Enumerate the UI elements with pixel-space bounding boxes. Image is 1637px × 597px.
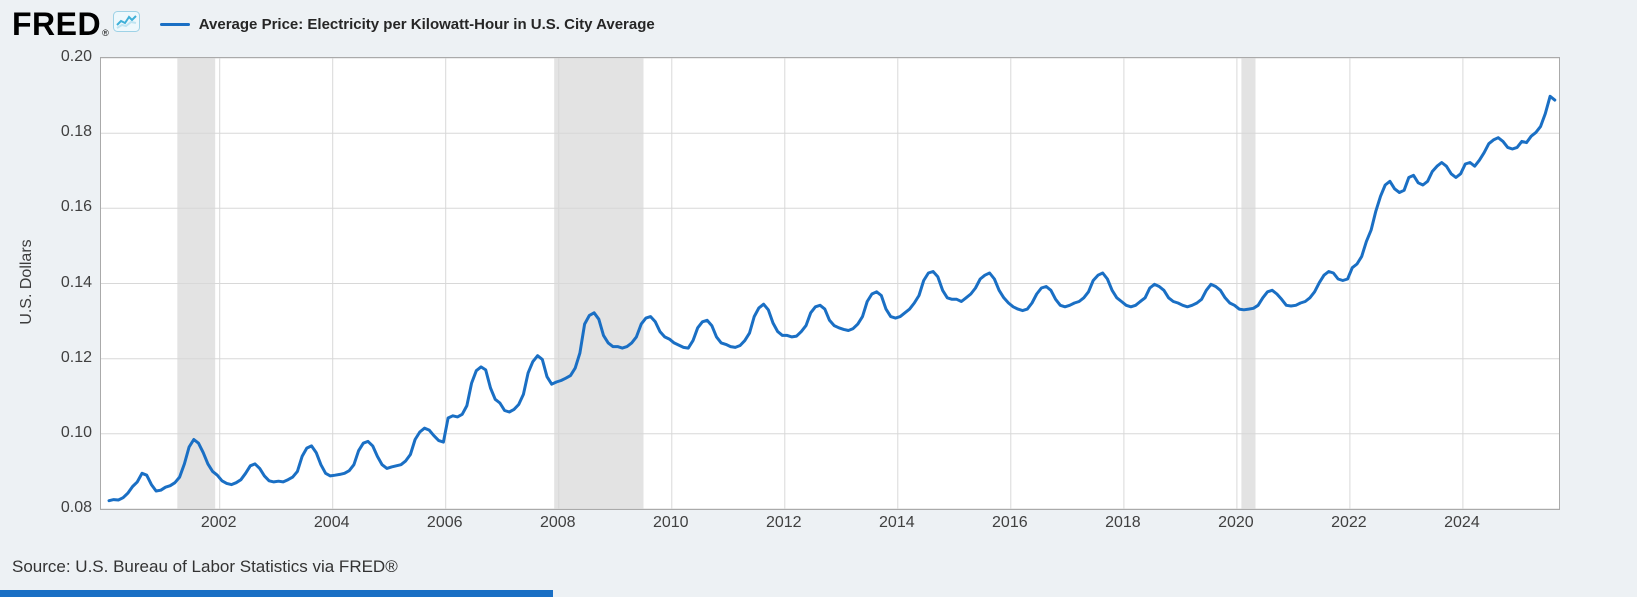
x-tick-label: 2004: [313, 514, 350, 531]
source-note: Source: U.S. Bureau of Labor Statistics …: [12, 557, 398, 576]
legend-label: Average Price: Electricity per Kilowatt-…: [198, 15, 655, 33]
x-tick-label: 2024: [1444, 514, 1480, 531]
bottom-blue-strip: [0, 590, 553, 597]
x-tick-label: 2008: [539, 514, 576, 531]
x-tick-label: 2020: [1218, 514, 1254, 531]
x-tick-label: 2006: [426, 514, 463, 531]
x-tick-label: 2010: [652, 514, 689, 531]
y-tick-label: 0.12: [60, 348, 92, 366]
y-tick-label: 0.16: [60, 198, 92, 216]
fred-logo[interactable]: FRED ®: [12, 8, 140, 40]
series-line: [107, 94, 1557, 503]
y-tick-label: 0.08: [60, 499, 92, 516]
chart-header: FRED ® Average Price: Electricity per Ki…: [12, 7, 655, 41]
legend: Average Price: Electricity per Kilowatt-…: [159, 15, 655, 33]
chart-canvas[interactable]: [101, 58, 1559, 509]
x-tick-label: 2022: [1331, 514, 1367, 531]
fred-logo-registered-mark: ®: [102, 28, 109, 38]
x-tick-label: 2018: [1105, 514, 1141, 531]
y-tick-label: 0.14: [60, 273, 92, 291]
x-tick-label: 2012: [765, 514, 802, 531]
x-axis-tick-labels: 2002 2004 2006 2008 2010 2012 2014 2016 2018 2020…: [100, 514, 1558, 536]
y-axis-tick-labels: 0.08 0.10 0.12 0.14 0.16 0.18 0.20: [0, 48, 92, 516]
fred-logo-text: FRED: [12, 6, 102, 42]
y-tick-label: 0.10: [60, 423, 92, 441]
x-tick-label: 2002: [200, 514, 237, 531]
legend-line-sample: [159, 22, 190, 26]
fred-graph-icon: [112, 11, 140, 37]
x-tick-label: 2014: [879, 514, 915, 531]
y-tick-label: 0.18: [60, 123, 92, 141]
x-tick-label: 2016: [992, 514, 1028, 531]
y-tick-label: 0.20: [60, 48, 92, 65]
plot-area[interactable]: [100, 57, 1560, 510]
